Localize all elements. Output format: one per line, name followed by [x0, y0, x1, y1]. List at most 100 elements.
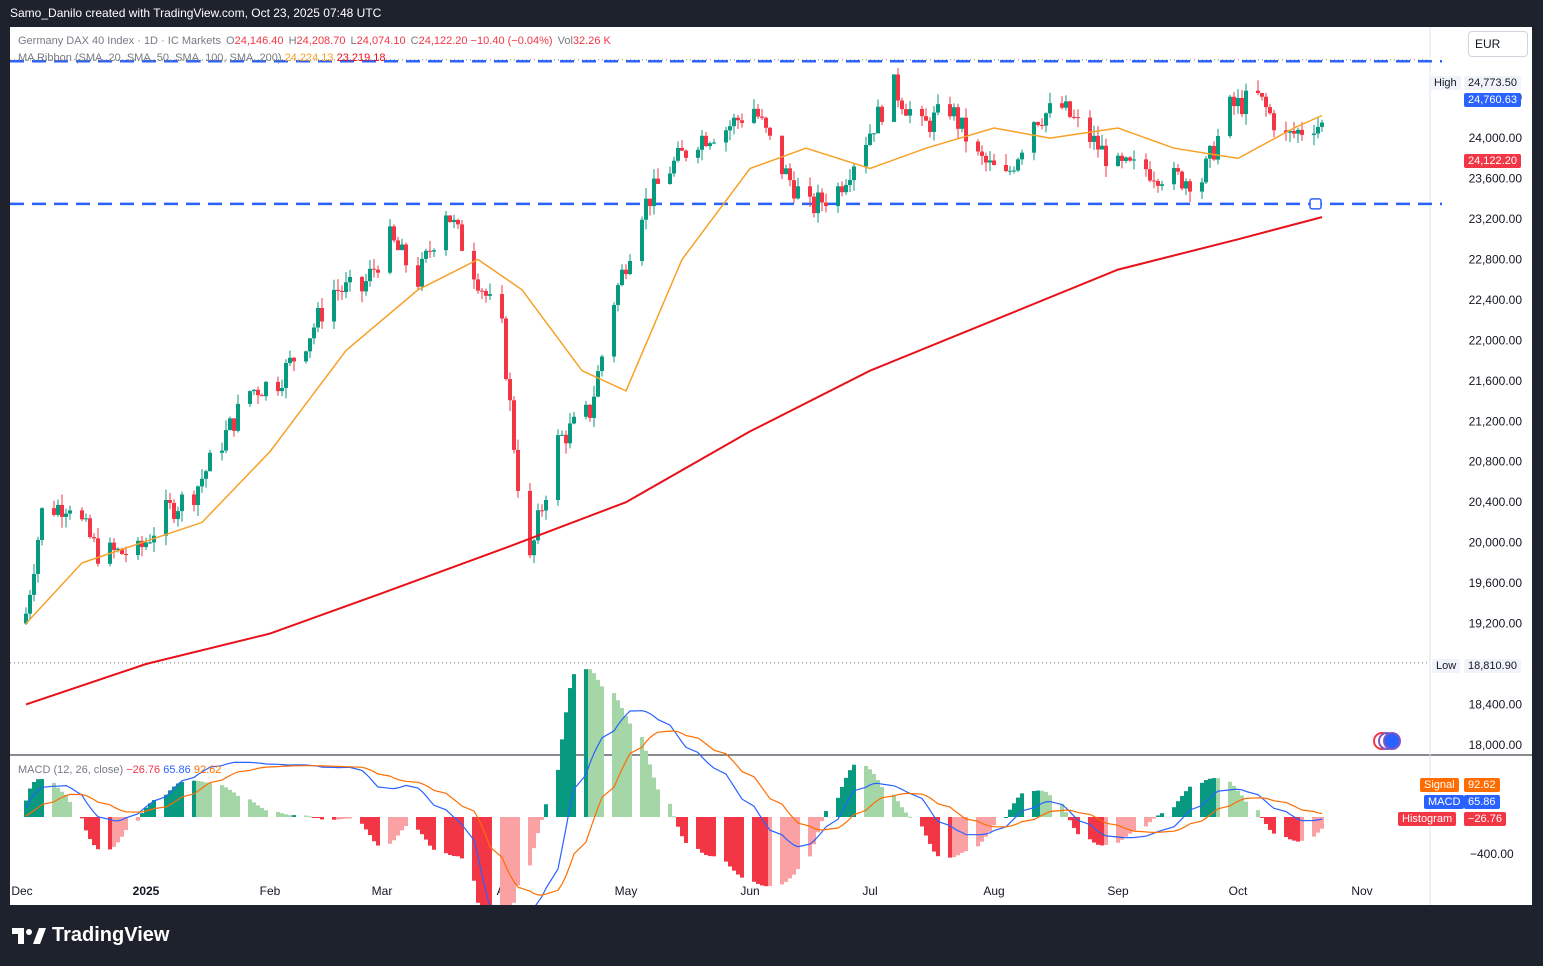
macd-histogram-bar	[304, 815, 308, 817]
macd-histogram-bar	[364, 817, 368, 830]
macd-indicator-label[interactable]: MACD (12, 26, close)	[18, 764, 124, 776]
candle-body	[348, 276, 352, 283]
candle-body	[200, 478, 204, 487]
macd-histogram-bar	[220, 785, 224, 817]
y-tick-label: 22,800.00	[1469, 252, 1523, 266]
macd-histogram-bar	[1240, 795, 1244, 817]
macd-histogram-bar	[80, 817, 84, 819]
candle-body	[68, 510, 72, 514]
y-tick-label: 19,600.00	[1469, 576, 1523, 590]
candle-body	[1320, 122, 1324, 127]
macd-histogram-bar	[1284, 817, 1288, 838]
candle-body	[1012, 170, 1016, 172]
candle-body	[1008, 170, 1012, 172]
macd-histogram-bar	[568, 688, 572, 817]
candle-body	[444, 215, 448, 251]
candle-body	[228, 418, 232, 431]
candle-body	[704, 135, 708, 147]
ma-ribbon-label[interactable]: MA Ribbon (SMA, 20, SMA, 50, SMA, 100, S…	[18, 52, 282, 64]
macd-histogram-bar	[276, 811, 280, 817]
candle-body	[320, 308, 324, 322]
currency-button[interactable]: EUR	[1468, 31, 1528, 57]
macd-histogram-bar	[728, 817, 732, 867]
macd-histogram-bar	[256, 805, 260, 817]
macd-histogram-bar	[428, 817, 432, 846]
macd-histogram-bar	[196, 780, 200, 817]
tradingview-logo[interactable]: TradingView	[12, 924, 169, 947]
macd-histogram-bar	[228, 789, 232, 817]
macd-histogram-bar	[1288, 817, 1292, 840]
candle-body	[1116, 155, 1120, 167]
macd-histogram-bar	[508, 817, 512, 905]
macd-histogram-bar	[56, 787, 60, 817]
candle-body	[60, 504, 64, 517]
y-tick-label: 24,000.00	[1469, 131, 1523, 145]
candle-body	[1068, 101, 1072, 117]
macd-histogram-bar	[1172, 807, 1176, 817]
candle-body	[120, 548, 124, 555]
ohlc-change: −10.40 (−0.04%)	[470, 35, 553, 47]
x-tick-label: Nov	[1351, 884, 1372, 898]
candle-body	[920, 109, 924, 117]
candle-body	[960, 117, 964, 129]
macd-macd-tag-label: MACD	[1424, 795, 1465, 809]
macd-histogram-bar	[1260, 817, 1264, 818]
candle-body	[756, 108, 760, 117]
macd-histogram-bar	[312, 817, 316, 818]
low-tag-value: 18,810.90	[1464, 659, 1521, 673]
candle-body	[564, 434, 568, 444]
price-chart[interactable]: 24,400.0024,000.0023,600.0023,200.0022,8…	[10, 27, 1532, 905]
macd-histogram-bar	[120, 817, 124, 837]
macd-histogram-bar	[724, 817, 728, 862]
macd-histogram-bar	[332, 817, 336, 820]
macd-histogram-bar	[424, 817, 428, 840]
macd-histogram-bar	[896, 801, 900, 817]
macd-histogram-bar	[252, 802, 256, 817]
candle-body	[1128, 157, 1132, 161]
macd-histogram-bar	[88, 817, 92, 839]
candle-body	[516, 449, 520, 491]
macd-histogram-bar	[704, 817, 708, 856]
macd-histogram-bar	[956, 817, 960, 856]
macd-histogram-bar	[536, 817, 540, 834]
candle-body	[584, 404, 588, 417]
macd-histogram-bar	[432, 817, 436, 850]
candle-body	[908, 109, 912, 116]
candle-body	[1260, 93, 1264, 97]
macd-histogram-bar	[976, 817, 980, 847]
macd-histogram-bar	[648, 764, 652, 817]
candle-body	[732, 117, 736, 127]
candle-body	[948, 104, 952, 117]
macd-histogram-bar	[236, 795, 240, 817]
candle-body	[332, 289, 336, 322]
candle-body	[672, 160, 676, 174]
macd-histogram-bar	[340, 817, 344, 820]
candle-body	[224, 430, 228, 451]
macd-histogram-bar	[640, 737, 644, 817]
candle-body	[1048, 103, 1052, 114]
macd-histogram-bar	[788, 817, 792, 879]
candle-body	[208, 452, 212, 472]
macd-histogram-bar	[708, 817, 712, 857]
macd-histogram-bar	[1044, 791, 1048, 817]
candle-body	[812, 196, 816, 214]
macd-histogram-bar	[936, 817, 940, 857]
macd-histogram-bar	[336, 817, 340, 820]
macd-histogram-bar	[1200, 782, 1204, 817]
candle-body	[904, 109, 908, 116]
y-tick-label: 22,400.00	[1469, 293, 1523, 307]
candle-body	[1088, 117, 1092, 142]
macd-signal-tag: 92.62	[1464, 778, 1500, 792]
macd-histogram-bar	[168, 790, 172, 817]
candle-body	[696, 149, 700, 158]
macd-histogram-bar	[472, 817, 476, 881]
candle-body	[480, 290, 484, 292]
candle-body	[768, 127, 772, 136]
candle-body	[872, 133, 876, 135]
candle-body	[984, 155, 988, 163]
candle-body	[532, 540, 536, 556]
symbol-name[interactable]: Germany DAX 40 Index · 1D · IC Markets	[18, 35, 221, 47]
macd-histogram-bar	[1272, 817, 1276, 834]
candle-body	[1216, 136, 1220, 160]
ohlc-high-label: H	[288, 35, 297, 47]
